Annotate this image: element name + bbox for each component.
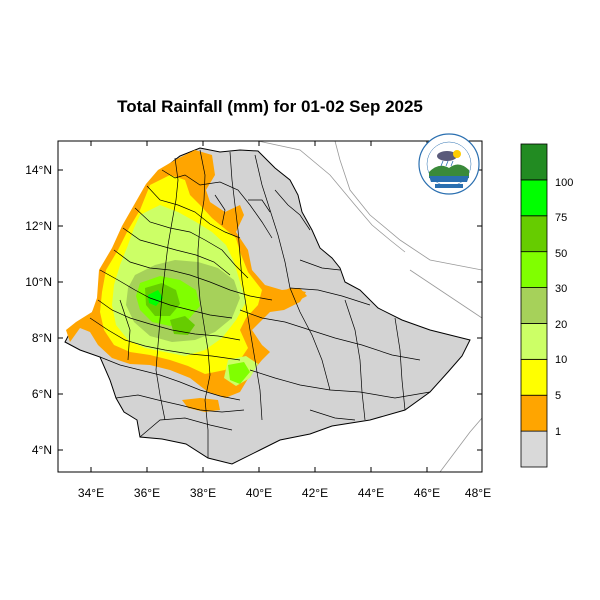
- legend-label-50: 50: [555, 248, 567, 260]
- legend-labels: 1 5 10 20 30 50 75 100: [555, 177, 573, 438]
- legend-swatch-4: [520, 287, 548, 324]
- legend-label-75: 75: [555, 212, 567, 224]
- lon-label-38: 38°E: [190, 486, 216, 500]
- lon-label-48: 48°E: [465, 486, 491, 500]
- legend-label-1: 1: [555, 426, 561, 438]
- lon-label-36: 36°E: [134, 486, 160, 500]
- lat-label-8: 8°N: [32, 331, 52, 345]
- map-title: Total Rainfall (mm) for 01-02 Sep 2025: [117, 97, 423, 116]
- map-area: [64, 141, 482, 472]
- somalia-coast: [439, 417, 482, 472]
- lat-tick-marks: [58, 169, 482, 451]
- legend-swatch-8: [520, 143, 548, 181]
- plot-frame: [57, 140, 483, 473]
- legend-swatch-2: [520, 358, 548, 396]
- legend-swatch-3: [520, 323, 548, 360]
- legend-swatch-0: [520, 430, 548, 468]
- red-sea-coast: [257, 141, 406, 253]
- zone-boundaries: [89, 149, 431, 458]
- lon-label-42: 42°E: [302, 486, 328, 500]
- arabian-coast: [334, 141, 482, 271]
- legend-label-30: 30: [555, 283, 567, 295]
- legend-label-100: 100: [555, 177, 573, 189]
- lat-label-12: 12°N: [25, 219, 52, 233]
- lon-label-34: 34°E: [78, 486, 104, 500]
- lat-label-4: 4°N: [32, 443, 52, 457]
- legend-colorbar: [520, 143, 548, 468]
- legend-swatch-6: [520, 215, 548, 253]
- legend-label-20: 20: [555, 319, 567, 331]
- lat-label-10: 10°N: [25, 275, 52, 289]
- lon-label-40: 40°E: [246, 486, 272, 500]
- agency-logo-icon: [418, 133, 480, 195]
- legend-swatch-5: [520, 251, 548, 288]
- gulf-coast: [409, 269, 482, 319]
- lon-label-46: 46°E: [414, 486, 440, 500]
- legend-swatch-7: [520, 179, 548, 217]
- legend-label-5: 5: [555, 390, 561, 402]
- legend-swatch-1: [520, 394, 548, 432]
- lon-tick-labels: 34°E 36°E 38°E 40°E 42°E 44°E 46°E 48°E: [78, 486, 491, 500]
- lat-label-6: 6°N: [32, 387, 52, 401]
- lat-tick-labels: 14°N 12°N 10°N 8°N 6°N 4°N: [25, 163, 52, 457]
- lon-label-44: 44°E: [358, 486, 384, 500]
- legend-label-10: 10: [555, 354, 567, 366]
- lat-label-14: 14°N: [25, 163, 52, 177]
